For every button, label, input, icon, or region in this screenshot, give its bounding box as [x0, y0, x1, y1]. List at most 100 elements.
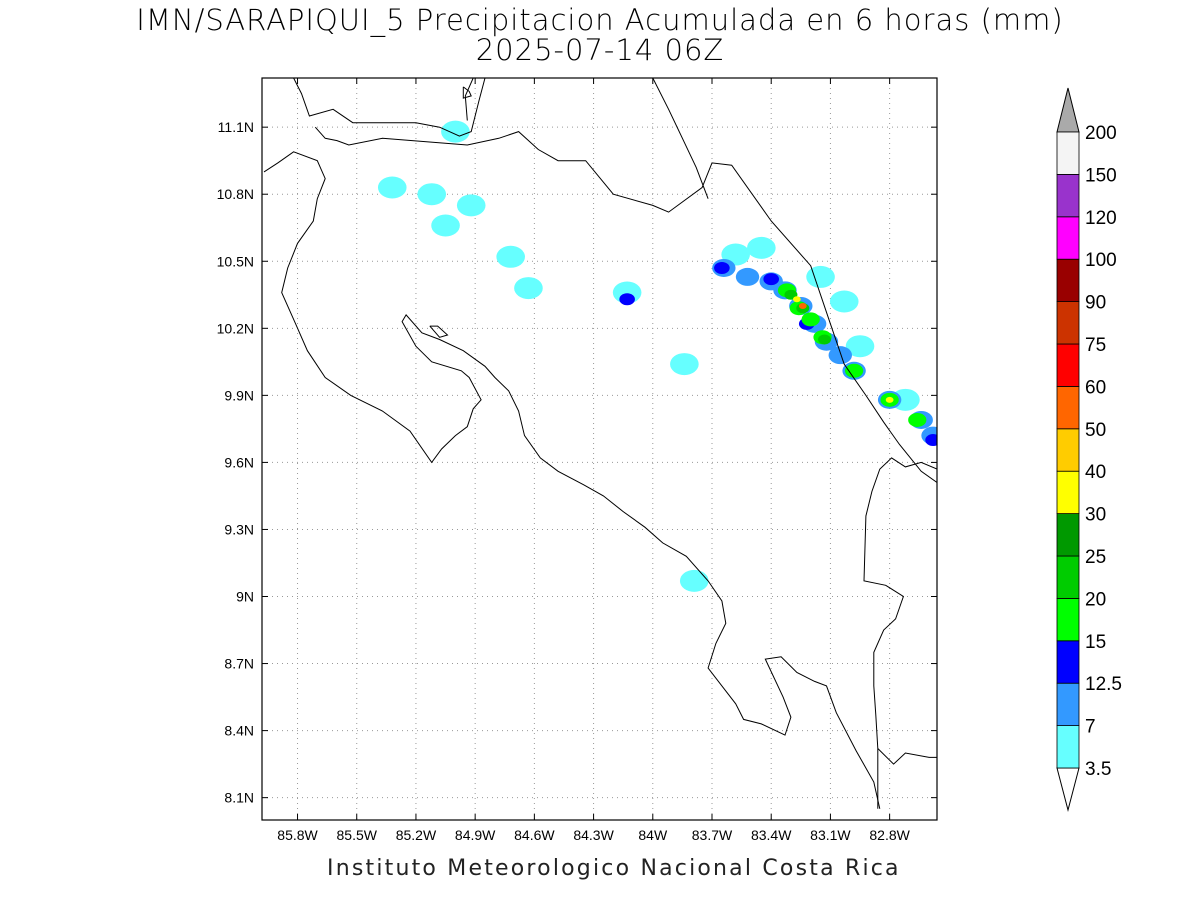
colorbar-bottom-arrow — [1056, 767, 1080, 812]
coastline — [863, 457, 937, 809]
x-tick-label: 83.4W — [751, 827, 792, 843]
precip-cell — [908, 412, 927, 427]
x-tick-label: 84W — [638, 827, 668, 843]
coastline — [462, 86, 472, 99]
coastline — [314, 126, 937, 483]
footer-credit: Instituto Meteorologico Nacional Costa R… — [327, 856, 901, 881]
colorbar-segment — [1056, 385, 1080, 430]
colorbar: 3.5 7 12.5 15 20 25 30 40 50 60 75 90 100 120 150 200 — [1056, 87, 1122, 812]
colorbar-segment — [1056, 513, 1080, 557]
colorbar-segment — [1056, 725, 1080, 769]
precip-cell — [431, 214, 460, 237]
colorbar-label: 20 — [1085, 589, 1106, 610]
x-tick-label: 84.6W — [514, 827, 555, 843]
precip-cell — [845, 363, 864, 378]
precip-cell — [763, 273, 780, 286]
x-tick-label: 85.2W — [396, 827, 437, 843]
y-tick-label: 9.6N — [224, 454, 254, 470]
coastline — [263, 151, 881, 809]
precip-cell — [619, 293, 635, 306]
colorbar-label: 30 — [1085, 505, 1106, 526]
precip-cell — [670, 353, 699, 376]
y-tick-label: 10.2N — [217, 320, 254, 336]
y-tick-label: 8.7N — [224, 656, 254, 672]
chart-title: IMN/SARAPIQUI_5 Precipitacion Acumulada … — [136, 3, 1064, 37]
x-tick-label: 83.1W — [810, 827, 851, 843]
colorbar-segment — [1056, 343, 1080, 387]
colorbar-segment — [1056, 682, 1080, 727]
chart-subtitle: 2025-07-14 06Z — [475, 33, 725, 67]
y-tick-label: 9N — [236, 589, 254, 605]
y-tick-label: 11.1N — [218, 119, 254, 135]
colorbar-segment — [1056, 640, 1080, 684]
x-tick-label: 84.3W — [573, 827, 614, 843]
colorbar-segment — [1056, 258, 1080, 303]
colorbar-label: 75 — [1085, 335, 1106, 356]
precip-cell — [845, 335, 875, 358]
precip-cell — [679, 569, 709, 592]
map-gridlines — [262, 78, 937, 820]
colorbar-segment — [1056, 131, 1080, 175]
colorbar-label: 7 — [1085, 717, 1096, 738]
colorbar-label: 50 — [1085, 420, 1106, 441]
y-tick-label: 9.3N — [224, 521, 254, 537]
precip-cell — [714, 261, 730, 274]
colorbar-label: 150 — [1085, 165, 1117, 186]
colorbar-label: 15 — [1085, 632, 1106, 653]
coastline — [652, 78, 709, 199]
x-tick-label: 83.7W — [692, 827, 733, 843]
x-tick-label: 82.8W — [869, 827, 910, 843]
colorbar-label: 12.5 — [1085, 674, 1122, 695]
x-tick-label: 85.8W — [277, 827, 318, 843]
precip-cell — [885, 396, 894, 403]
coastline — [429, 325, 449, 338]
precip-cell — [818, 334, 831, 345]
colorbar-label: 200 — [1085, 123, 1117, 144]
y-tick-label: 8.1N — [224, 790, 254, 806]
precip-cell — [925, 434, 937, 447]
colorbar-segment — [1056, 470, 1080, 515]
colorbar-label: 120 — [1085, 208, 1117, 229]
coastlines — [263, 78, 937, 809]
colorbar-segment — [1056, 428, 1080, 472]
precip-cell — [456, 194, 486, 217]
precip-cell — [792, 296, 801, 303]
precipitation-field — [377, 120, 937, 592]
colorbar-top-arrow — [1056, 87, 1080, 133]
axis-ticks: 85.8W 85.5W 85.2W 84.9W 84.6W 84.3W 84W 83.7W 83… — [217, 78, 937, 843]
colorbar-label: 90 — [1085, 293, 1106, 314]
precip-cell — [417, 183, 447, 206]
colorbar-segment — [1056, 216, 1080, 260]
colorbar-label: 3.5 — [1085, 759, 1111, 780]
colorbar-label: 25 — [1085, 547, 1106, 568]
precip-cell — [801, 312, 820, 327]
precip-cell — [806, 265, 835, 288]
colorbar-label: 40 — [1085, 462, 1106, 483]
precip-cell — [747, 236, 776, 259]
coastline — [877, 748, 937, 765]
precip-cell — [441, 120, 470, 143]
precip-cell — [496, 245, 525, 268]
precip-cell — [829, 290, 859, 313]
colorbar-segment — [1056, 555, 1080, 599]
x-tick-label: 84.9W — [455, 827, 496, 843]
map-frame — [261, 77, 938, 821]
colorbar-label: 60 — [1085, 377, 1106, 398]
x-tick-label: 85.5W — [337, 827, 378, 843]
colorbar-label: 100 — [1085, 250, 1117, 271]
coastline — [293, 78, 486, 137]
precip-cell — [735, 267, 760, 286]
y-tick-label: 8.4N — [224, 723, 254, 739]
coastline — [464, 78, 474, 121]
colorbar-segment — [1056, 173, 1080, 218]
y-tick-label: 10.5N — [217, 253, 254, 269]
precip-cell — [377, 176, 407, 199]
precip-cell — [828, 346, 852, 365]
precip-cell — [514, 277, 543, 300]
colorbar-segment — [1056, 598, 1080, 642]
y-tick-label: 9.9N — [224, 387, 254, 403]
colorbar-segment — [1056, 301, 1080, 345]
precip-cell — [798, 302, 807, 309]
y-tick-label: 10.8N — [217, 186, 254, 202]
